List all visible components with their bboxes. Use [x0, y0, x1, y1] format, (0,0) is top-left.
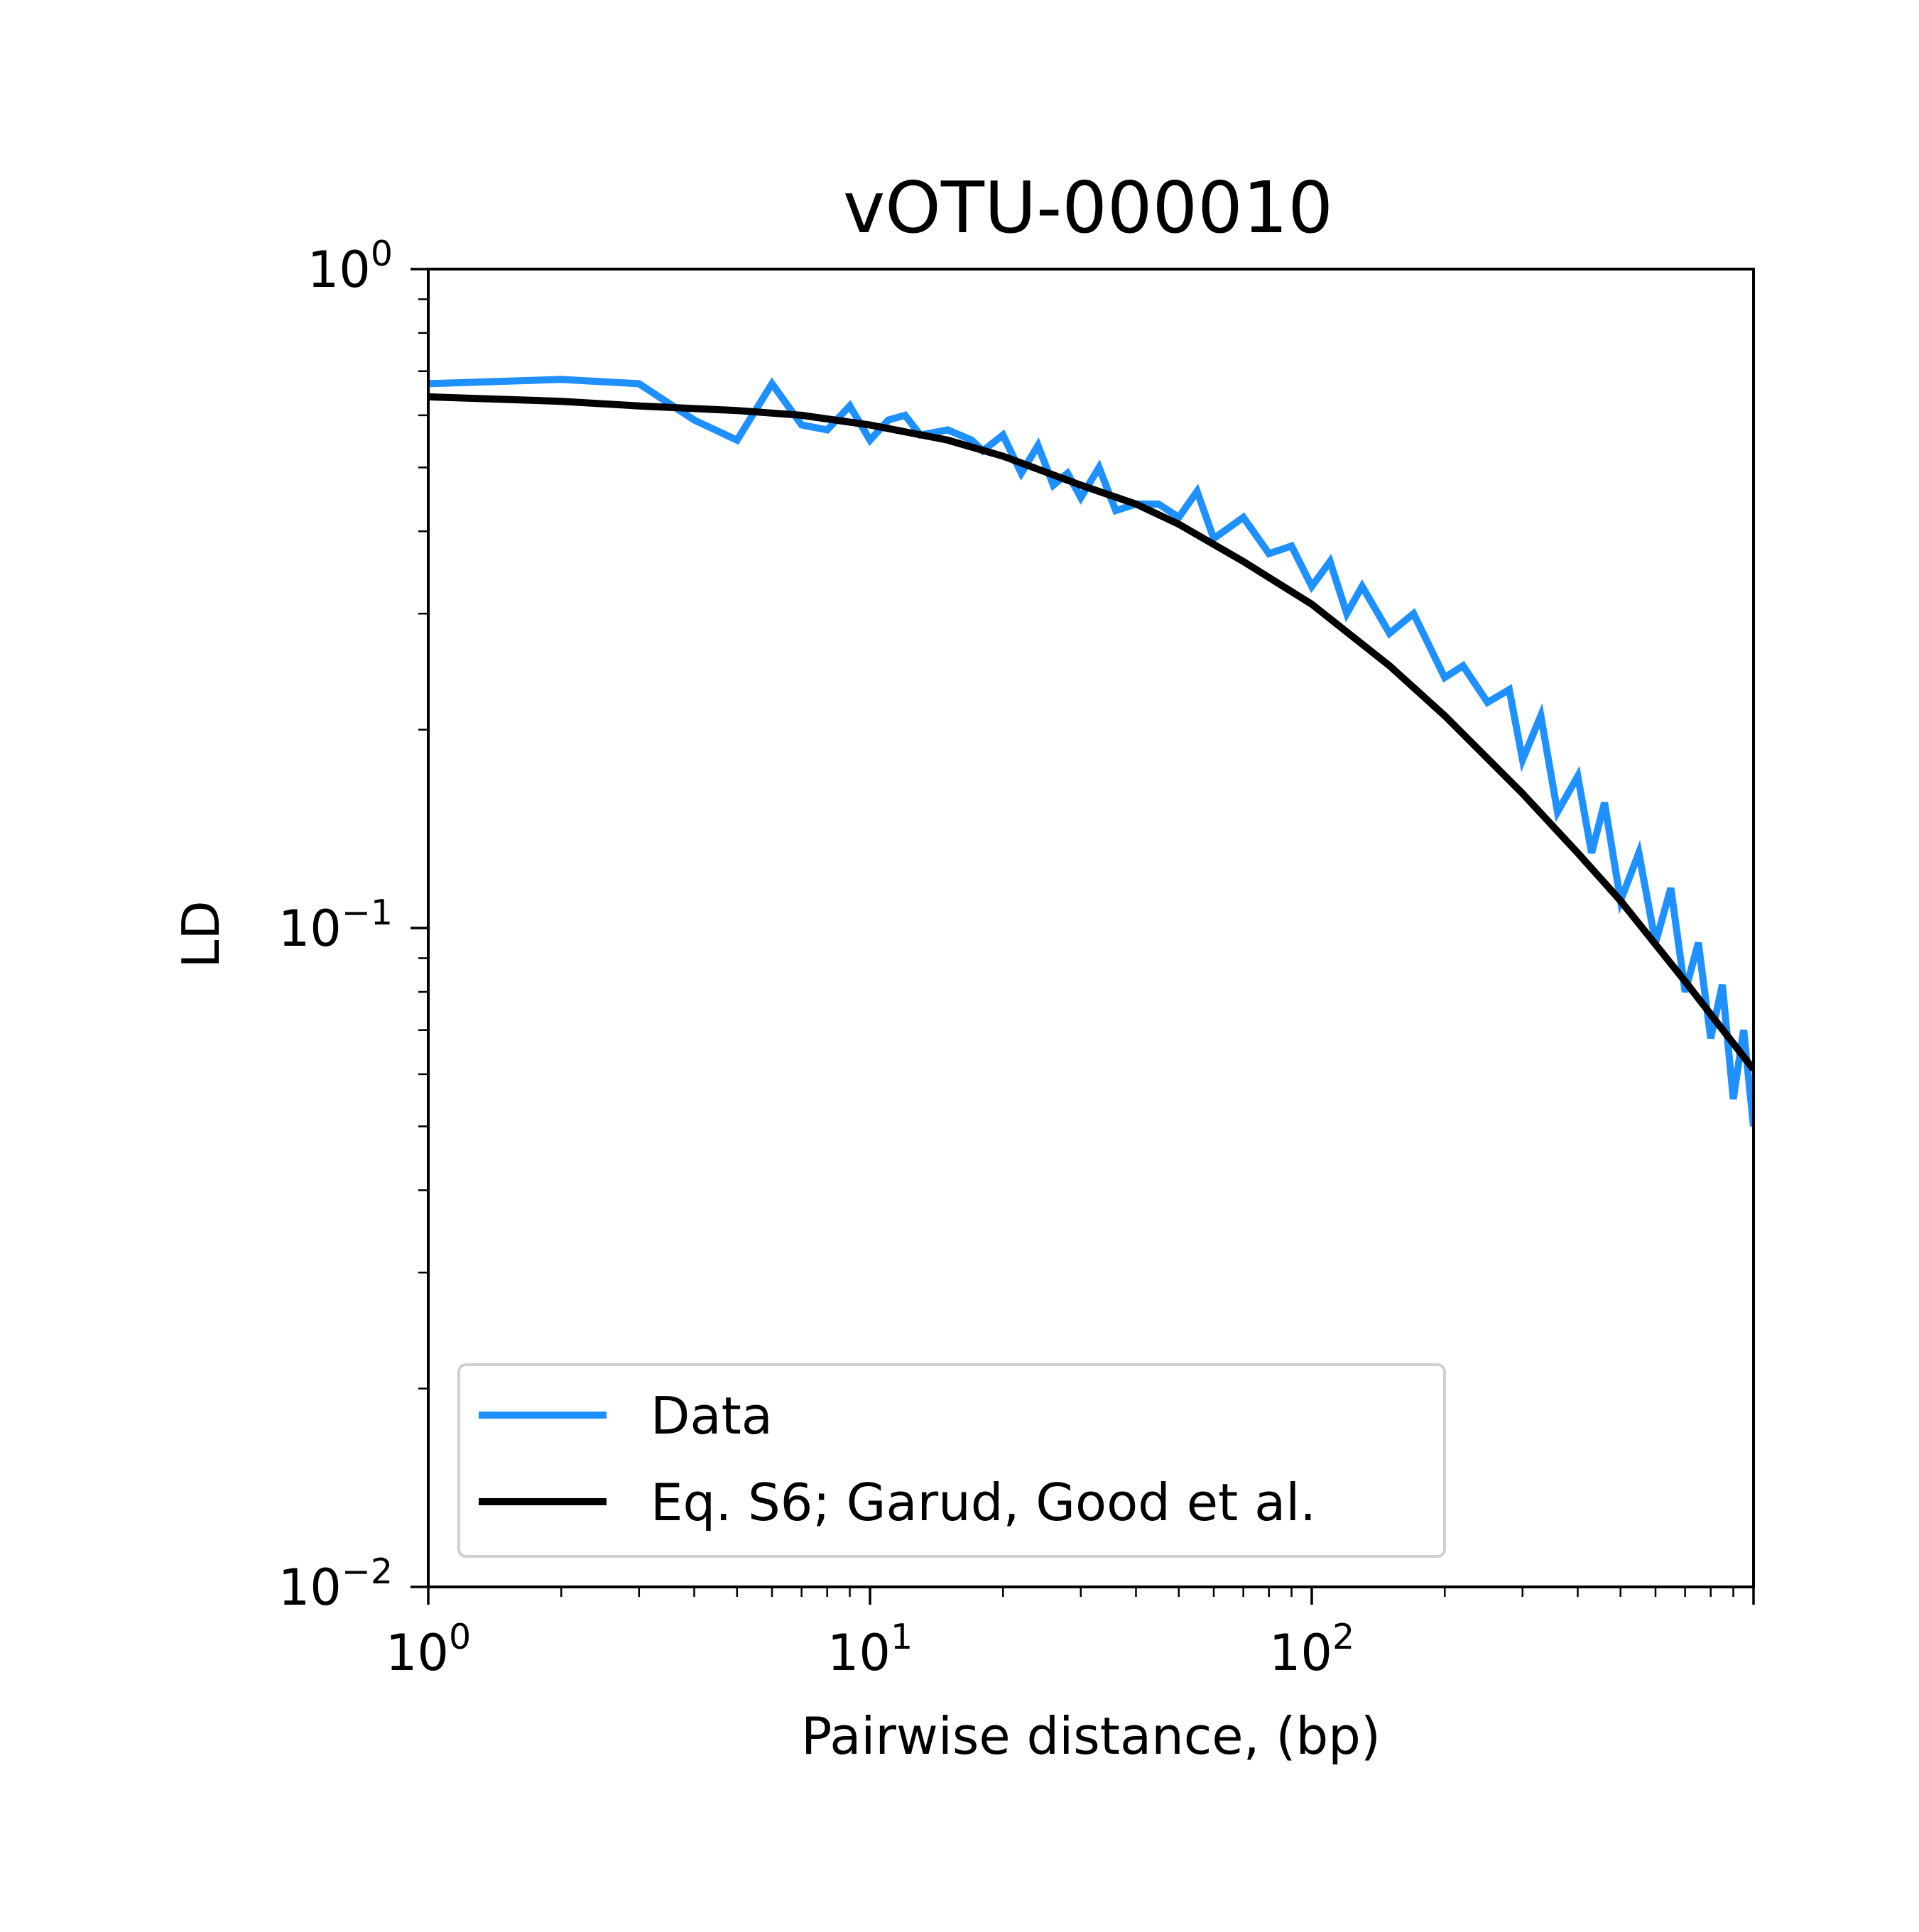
x-tick-base: 10 — [386, 1624, 449, 1682]
y-tick-label: 10−1 — [278, 893, 393, 958]
plot-area — [428, 376, 1754, 1127]
x-axis-ticks: 100 101 102 — [386, 1587, 1755, 1682]
x-tick-base: 10 — [1269, 1624, 1332, 1682]
x-axis-label: Pairwise distance, (bp) — [801, 1706, 1381, 1766]
legend: Data Eq. S6; Garud, Good et al. — [457, 1363, 1446, 1558]
x-tick-label: 101 — [827, 1617, 913, 1682]
x-tick-exponent: 1 — [891, 1617, 913, 1657]
x-tick-label: 100 — [386, 1617, 471, 1682]
y-tick-base: 10 — [308, 241, 371, 299]
y-tick-exponent: −1 — [342, 893, 393, 933]
y-tick-base: 10 — [278, 900, 342, 958]
y-tick-exponent: 0 — [371, 234, 393, 274]
legend-label-data: Data — [651, 1386, 773, 1446]
chart-title: vOTU-000010 — [843, 166, 1333, 249]
y-axis-label: LD — [171, 900, 231, 968]
x-tick-exponent: 0 — [449, 1617, 471, 1657]
series-line-model — [428, 393, 1754, 1072]
legend-box — [457, 1363, 1446, 1558]
x-tick-label: 102 — [1269, 1617, 1354, 1682]
x-tick-exponent: 2 — [1332, 1617, 1354, 1657]
y-tick-base: 10 — [278, 1559, 342, 1617]
legend-label-model: Eq. S6; Garud, Good et al. — [651, 1473, 1316, 1532]
y-tick-exponent: −2 — [342, 1551, 393, 1592]
y-tick-label: 10−2 — [278, 1551, 393, 1617]
series-layer — [428, 376, 1754, 1127]
y-tick-label: 100 — [308, 234, 393, 299]
x-tick-base: 10 — [827, 1624, 891, 1682]
